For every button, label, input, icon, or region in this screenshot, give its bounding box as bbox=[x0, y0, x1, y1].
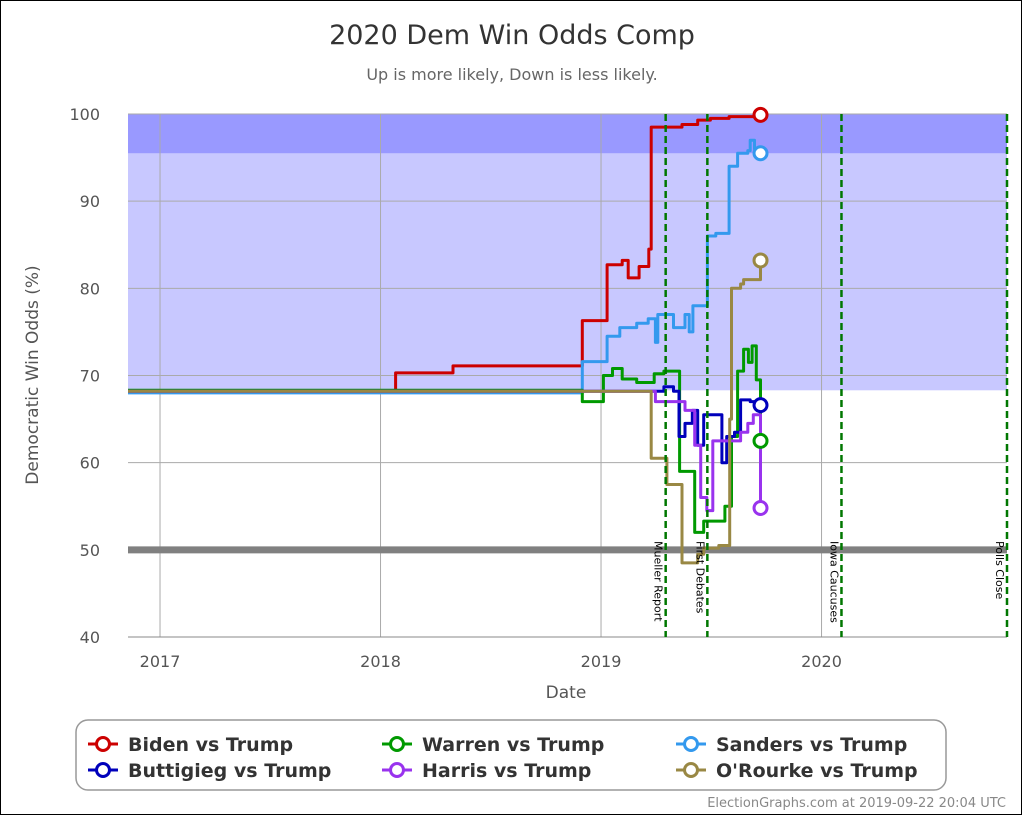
x-axis-ticks: 2017 2018 2019 2020 bbox=[140, 652, 842, 671]
legend: Biden vs Trump Warren vs Trump Sanders vs … bbox=[88, 734, 918, 782]
y-tick-label-80: 80 bbox=[80, 279, 100, 298]
plot-bands bbox=[128, 114, 1007, 391]
band-0 bbox=[128, 114, 1007, 391]
legend-box bbox=[75, 719, 947, 791]
band-1 bbox=[128, 114, 1007, 154]
y-tick-label-70: 70 bbox=[80, 367, 100, 386]
event-label-0: Mueller Report bbox=[652, 541, 665, 622]
legend-swatch-marker-0 bbox=[95, 736, 111, 752]
y-tick-label-100: 100 bbox=[69, 105, 100, 124]
series-end-markers bbox=[752, 106, 769, 516]
series-end-marker-5 bbox=[752, 252, 769, 269]
series-end-marker-1 bbox=[752, 145, 769, 162]
event-label-1: First Debates bbox=[693, 541, 706, 614]
legend-label-3: Buttigieg vs Trump bbox=[128, 760, 331, 782]
legend-swatch-marker-1 bbox=[683, 736, 699, 752]
series-end-marker-3 bbox=[752, 397, 769, 414]
y-tick-label-50: 50 bbox=[80, 541, 100, 560]
series-end-marker-2 bbox=[752, 432, 769, 449]
legend-swatch-marker-4 bbox=[389, 762, 405, 778]
legend-label-5: O'Rourke vs Trump bbox=[716, 760, 918, 782]
chart-title: 2020 Dem Win Odds Comp bbox=[329, 20, 695, 51]
event-lines: Mueller Report First Debates Iowa Caucuses… bbox=[652, 114, 1009, 637]
x-tick-label-2018: 2018 bbox=[360, 652, 401, 671]
legend-swatch-marker-3 bbox=[95, 762, 111, 778]
x-axis-title: Date bbox=[546, 683, 587, 703]
y-tick-label-90: 90 bbox=[80, 192, 100, 211]
legend-label-0: Biden vs Trump bbox=[128, 734, 293, 756]
series-line-2 bbox=[128, 344, 762, 534]
y-tick-label-40: 40 bbox=[80, 628, 100, 647]
y-axis-ticks: 40 50 60 70 80 90 100 bbox=[69, 105, 100, 647]
legend-swatch-marker-5 bbox=[683, 762, 699, 778]
event-label-3: Polls Close bbox=[993, 541, 1006, 600]
series-line-1 bbox=[128, 138, 762, 395]
legend-label-4: Harris vs Trump bbox=[422, 760, 591, 782]
x-tick-label-2017: 2017 bbox=[140, 652, 181, 671]
legend-swatch-marker-2 bbox=[389, 736, 405, 752]
series-line-0 bbox=[128, 114, 762, 393]
y-axis-title: Democratic Win Odds (%) bbox=[23, 265, 43, 484]
series-end-marker-4 bbox=[752, 499, 769, 516]
x-tick-label-2020: 2020 bbox=[801, 652, 842, 671]
x-tick-label-2019: 2019 bbox=[581, 652, 622, 671]
y-tick-label-60: 60 bbox=[80, 454, 100, 473]
chart-subtitle: Up is more likely, Down is less likely. bbox=[366, 65, 657, 84]
legend-label-2: Warren vs Trump bbox=[422, 734, 604, 756]
series-end-marker-0 bbox=[752, 106, 769, 123]
credit-text: ElectionGraphs.com at 2019-09-22 20:04 U… bbox=[707, 796, 1006, 811]
event-label-2: Iowa Caucuses bbox=[827, 541, 840, 623]
legend-label-1: Sanders vs Trump bbox=[716, 734, 907, 756]
